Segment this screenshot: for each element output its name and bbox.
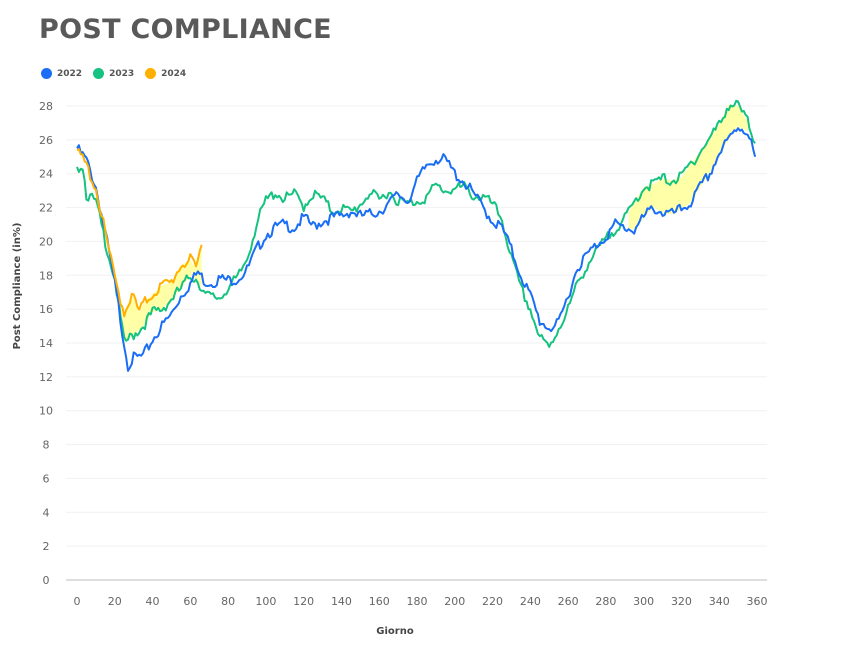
x-tick-label: 100 (255, 595, 276, 608)
y-tick-label: 14 (39, 337, 53, 350)
legend-dot-2024 (145, 68, 157, 79)
x-tick-label: 120 (293, 595, 314, 608)
series-line-2023 (76, 99, 756, 348)
x-tick-label: 140 (331, 595, 352, 608)
x-tick-label: 360 (747, 595, 768, 608)
legend: 2022 2023 2024 (41, 68, 197, 79)
y-tick-label: 16 (39, 303, 53, 316)
y-tick-label: 18 (39, 269, 53, 282)
legend-label-2024: 2024 (161, 68, 187, 79)
x-tick-label: 60 (183, 595, 197, 608)
gridlines (66, 105, 767, 547)
x-tick-label: 40 (146, 595, 160, 608)
y-tick-label: 26 (39, 134, 53, 147)
y-axis-label: Post Compliance (in%) (12, 223, 23, 350)
legend-item-2023[interactable]: 2023 (93, 68, 134, 79)
series-lines (76, 99, 757, 372)
y-tick-label: 8 (43, 439, 50, 452)
legend-label-2022: 2022 (57, 68, 83, 79)
x-axis-ticks: 0 20 40 60 80 100 120 140 160 180 200 220 240 260 280 3… (74, 595, 768, 608)
x-tick-label: 240 (520, 595, 541, 608)
chart-title: POST COMPLIANCE (39, 14, 332, 45)
x-tick-label: 200 (444, 595, 465, 608)
legend-dot-2023 (93, 68, 105, 79)
series-line-2024 (76, 148, 203, 318)
y-tick-label: 24 (39, 168, 53, 181)
x-tick-label: 300 (633, 595, 654, 608)
x-tick-label: 220 (482, 595, 503, 608)
y-tick-label: 10 (39, 405, 53, 418)
x-tick-label: 340 (709, 595, 730, 608)
x-tick-label: 280 (595, 595, 616, 608)
x-tick-label: 0 (74, 595, 81, 608)
x-tick-label: 180 (407, 595, 428, 608)
x-axis-label: Giorno (376, 626, 414, 637)
y-tick-label: 12 (39, 371, 53, 384)
x-tick-label: 320 (671, 595, 692, 608)
y-tick-label: 4 (43, 506, 50, 519)
legend-dot-2022 (41, 68, 52, 79)
x-tick-label: 160 (369, 595, 390, 608)
x-tick-label: 20 (108, 595, 122, 608)
series-line-2022 (76, 127, 757, 372)
y-tick-label: 2 (43, 540, 50, 553)
legend-item-2024[interactable]: 2024 (145, 68, 186, 79)
x-tick-label: 260 (558, 595, 579, 608)
y-tick-label: 6 (43, 472, 50, 485)
legend-item-2022[interactable]: 2022 (41, 68, 82, 79)
legend-label-2023: 2023 (109, 68, 135, 79)
y-tick-label: 0 (43, 574, 50, 587)
x-tick-label: 80 (221, 595, 235, 608)
fill-2023-vs-2022 (628, 104, 748, 230)
y-tick-label: 22 (39, 202, 53, 215)
y-tick-label: 28 (39, 100, 53, 113)
y-tick-label: 20 (39, 235, 53, 248)
